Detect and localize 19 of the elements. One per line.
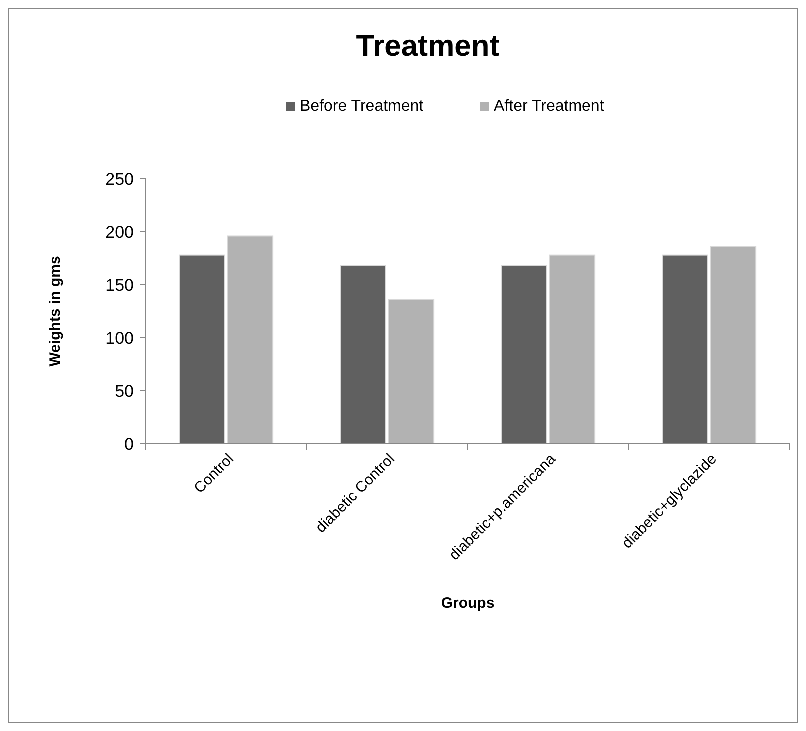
y-tick-label: 100 — [106, 329, 134, 348]
y-tick-label: 150 — [106, 276, 134, 295]
legend-label: Before Treatment — [300, 98, 424, 115]
bar — [662, 254, 708, 444]
y-tick-label: 0 — [124, 435, 134, 454]
y-tick-label: 200 — [106, 223, 134, 242]
bar — [501, 265, 548, 444]
y-tick-label: 50 — [115, 382, 134, 401]
bar — [550, 254, 596, 444]
legend-label: After Treatment — [494, 98, 605, 115]
y-tick-label: 250 — [106, 170, 134, 189]
x-axis-title: Groups — [441, 595, 495, 612]
bar — [710, 246, 757, 444]
chart-title: Treatment — [356, 30, 500, 63]
bar — [388, 299, 435, 444]
bar — [228, 236, 274, 444]
y-axis-title: Weights in gms — [47, 256, 64, 367]
bar — [340, 265, 386, 444]
bar — [179, 254, 226, 444]
